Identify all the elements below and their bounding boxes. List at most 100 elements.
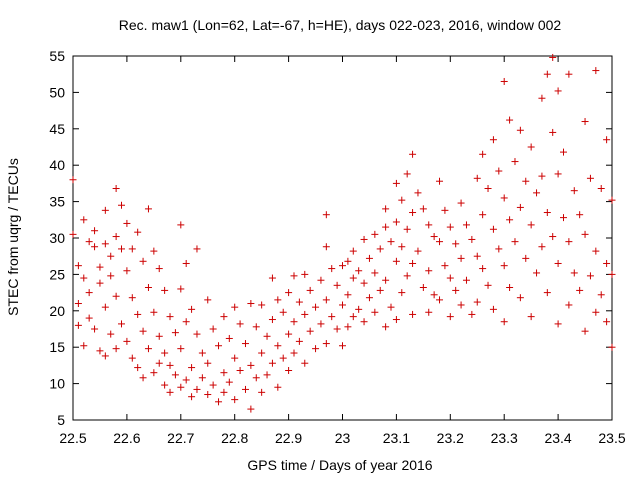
data-point-marker — [198, 374, 206, 382]
y-tick-label: 40 — [49, 157, 65, 173]
data-point-marker — [118, 201, 126, 209]
data-point-marker — [285, 289, 293, 297]
data-point-marker — [576, 286, 584, 294]
data-point-marker — [231, 303, 239, 311]
data-point-marker — [268, 274, 276, 282]
data-point-marker — [155, 265, 163, 273]
data-point-marker — [177, 345, 185, 353]
data-point-marker — [522, 177, 530, 185]
data-point-marker — [101, 240, 109, 248]
data-point-marker — [576, 211, 584, 219]
data-point-marker — [107, 330, 115, 338]
data-point-marker — [150, 308, 158, 316]
data-point-marker — [473, 298, 481, 306]
chart-title: Rec. maw1 (Lon=62, Lat=-67, h=HE), days … — [119, 17, 562, 33]
data-point-marker — [382, 205, 390, 213]
data-point-marker — [279, 308, 287, 316]
y-tick-label: 15 — [49, 339, 65, 355]
data-point-marker — [543, 70, 551, 78]
data-point-marker — [155, 332, 163, 340]
data-point-marker — [365, 254, 373, 262]
data-points — [69, 53, 616, 413]
data-point-marker — [446, 223, 454, 231]
data-point-marker — [285, 330, 293, 338]
data-point-marker — [527, 313, 535, 321]
data-point-marker — [559, 214, 567, 222]
data-point-marker — [112, 292, 120, 300]
data-point-marker — [123, 337, 131, 345]
data-point-marker — [409, 259, 417, 267]
x-tick-label: 22.5 — [59, 430, 86, 446]
data-point-marker — [85, 238, 93, 246]
data-point-marker — [236, 366, 244, 374]
data-point-marker — [597, 291, 605, 299]
data-point-marker — [112, 345, 120, 353]
data-point-marker — [274, 383, 282, 391]
data-point-marker — [554, 259, 562, 267]
data-point-marker — [188, 393, 196, 401]
data-point-marker — [204, 296, 212, 304]
data-point-marker — [603, 136, 611, 144]
data-point-marker — [69, 176, 77, 184]
data-point-marker — [419, 284, 427, 292]
data-point-marker — [382, 276, 390, 284]
data-point-marker — [312, 303, 320, 311]
data-point-marker — [241, 385, 249, 393]
data-point-marker — [473, 252, 481, 260]
plot-border — [72, 55, 613, 421]
data-point-marker — [489, 136, 497, 144]
data-point-marker — [452, 240, 460, 248]
data-point-marker — [349, 274, 357, 282]
data-point-marker — [549, 128, 557, 136]
data-point-marker — [301, 270, 309, 278]
data-point-marker — [161, 381, 169, 389]
data-point-marker — [139, 374, 147, 382]
data-point-marker — [339, 262, 346, 270]
data-point-marker — [436, 296, 444, 304]
data-point-marker — [258, 301, 266, 309]
data-point-marker — [538, 243, 546, 251]
data-point-marker — [586, 174, 594, 182]
data-point-marker — [398, 196, 406, 204]
data-point-marker — [333, 325, 341, 333]
data-point-marker — [430, 233, 438, 241]
x-tick-label: 22.7 — [167, 430, 194, 446]
data-point-marker — [409, 310, 417, 318]
data-point-marker — [101, 303, 109, 311]
data-point-marker — [554, 320, 562, 328]
data-point-marker — [85, 289, 93, 297]
data-point-marker — [339, 301, 346, 309]
data-point-marker — [409, 150, 417, 158]
data-point-marker — [538, 94, 546, 102]
data-point-marker — [161, 286, 169, 294]
data-point-marker — [516, 126, 524, 134]
data-point-marker — [592, 247, 600, 255]
data-point-marker — [91, 227, 99, 235]
x-tick-label: 23.2 — [437, 430, 464, 446]
x-tick-label: 23.5 — [598, 430, 625, 446]
data-point-marker — [392, 218, 400, 226]
data-point-marker — [570, 269, 578, 277]
data-point-marker — [360, 235, 368, 243]
data-point-marker — [279, 354, 287, 362]
data-point-marker — [247, 361, 255, 369]
data-point-marker — [290, 318, 298, 326]
data-point-marker — [419, 205, 427, 213]
data-point-marker — [441, 206, 449, 214]
data-point-marker — [96, 279, 104, 287]
data-point-marker — [215, 398, 223, 406]
data-point-marker — [344, 323, 352, 331]
data-point-marker — [387, 303, 395, 311]
data-point-marker — [215, 342, 223, 350]
data-point-marker — [522, 254, 530, 262]
data-point-marker — [425, 308, 433, 316]
data-point-marker — [166, 388, 174, 396]
y-tick-label: 5 — [57, 412, 65, 428]
y-tick-label: 55 — [49, 48, 65, 64]
data-point-marker — [118, 320, 126, 328]
data-point-marker — [188, 364, 196, 372]
data-point-marker — [204, 359, 212, 367]
data-point-marker — [592, 67, 600, 75]
data-point-marker — [231, 354, 239, 362]
data-point-marker — [409, 209, 417, 217]
